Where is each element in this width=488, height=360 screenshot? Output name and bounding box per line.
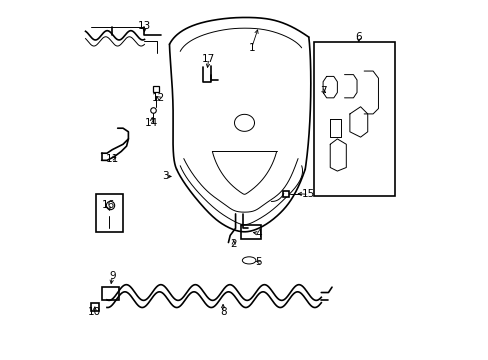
Text: 9: 9: [109, 271, 115, 282]
Text: 5: 5: [255, 257, 262, 267]
Text: 12: 12: [152, 93, 165, 103]
Text: 16: 16: [102, 200, 115, 210]
Text: 7: 7: [319, 86, 325, 96]
Text: 17: 17: [202, 54, 215, 64]
Text: 4: 4: [255, 229, 262, 239]
Text: 15: 15: [302, 189, 315, 199]
Text: 3: 3: [163, 171, 169, 181]
Text: 8: 8: [219, 307, 226, 317]
Text: 2: 2: [230, 239, 237, 249]
Text: 11: 11: [105, 154, 119, 163]
FancyBboxPatch shape: [96, 194, 123, 232]
Ellipse shape: [242, 257, 255, 264]
Text: 14: 14: [145, 118, 158, 128]
Text: 13: 13: [138, 21, 151, 31]
FancyBboxPatch shape: [313, 42, 394, 196]
Text: 6: 6: [355, 32, 362, 42]
FancyBboxPatch shape: [102, 287, 119, 300]
Text: 1: 1: [248, 43, 254, 53]
Text: 10: 10: [88, 307, 101, 317]
FancyBboxPatch shape: [241, 225, 260, 239]
